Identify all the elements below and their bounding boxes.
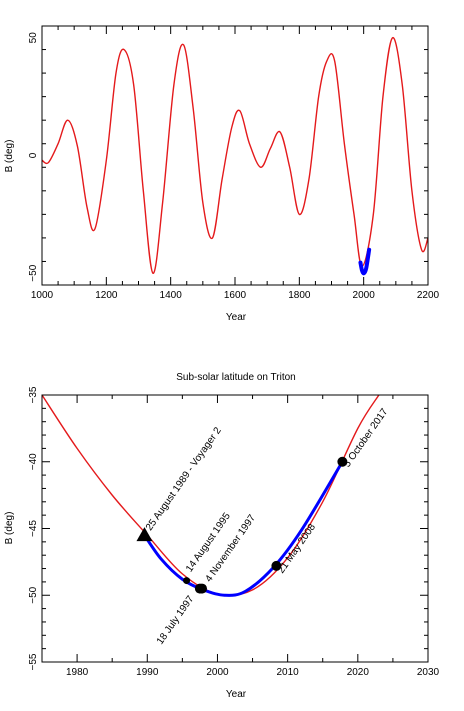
chart-bottom: Sub-solar latitude on Triton 1980 1990 200… [4,372,440,700]
chart-bottom-markers: 25 August 1989 - Voyager 214 August 1995… [136,406,391,647]
marker-label: 4 November 1997 [203,513,258,585]
bot-ytick-label: −35 [28,386,39,403]
marker-dot [271,560,282,571]
marker-label: 21 May 2008 [276,522,318,576]
top-series-0-line [42,37,428,274]
top-ytick-label: 0 [28,152,39,158]
marker-triangle [136,527,153,542]
top-ytick-label: −50 [28,264,39,281]
bot-xtick-label: 1980 [66,667,89,678]
top-xtick-label: 2000 [353,290,376,301]
top-xtick-label: 1200 [95,290,118,301]
chart-top-ylabel: B (deg) [4,140,15,173]
bot-xtick-label: 2000 [206,667,229,678]
bot-xtick-label: 2020 [347,667,370,678]
chart-top-y-axis: −50 0 50 [28,25,428,286]
top-xtick-label: 1600 [224,290,247,301]
top-xtick-label: 1800 [288,290,311,301]
chart-bottom-y-axis: −55 −50 −45 −40 −35 [28,386,428,670]
bot-series-0-line [42,395,380,597]
bot-xtick-label: 1990 [136,667,159,678]
chart-bottom-x-axis: 1980 1990 2000 2010 2020 2030 [41,395,440,678]
bot-ytick-label: −50 [28,586,39,603]
bot-ytick-label: −40 [28,453,39,470]
bot-series-1-line [142,460,344,597]
chart-top-x-axis: 1000 1200 1400 1600 1800 2000 2200 [31,26,440,301]
top-xtick-label: 1400 [160,290,183,301]
top-xtick-label: 1000 [31,290,54,301]
marker-label: 18 July 1997 [155,594,197,647]
top-xtick-label: 2200 [417,290,440,301]
chart-top-xlabel: Year [226,312,247,323]
chart-bottom-ylabel: B (deg) [4,512,15,545]
top-ytick-label: 50 [28,32,39,44]
chart-top-plot-area [42,37,428,276]
bot-ytick-label: −55 [28,653,39,670]
chart-bottom-plot-area [42,395,380,597]
bot-xtick-label: 2010 [277,667,300,678]
bot-ytick-label: −45 [28,520,39,537]
top-series-1-line [358,247,372,276]
marker-label: 5 October 2017 [342,406,391,469]
chart-bottom-title: Sub-solar latitude on Triton [176,372,296,383]
bot-xtick-label: 2030 [417,667,440,678]
chart-top: 1000 1200 1400 1600 1800 2000 2200 −50 0 50 Year… [4,25,440,323]
chart-bottom-xlabel: Year [226,689,247,700]
marker-dot [337,456,348,467]
marker-dot [183,577,191,585]
marker-dot [197,583,208,594]
chart-top-frame [41,25,429,286]
marker-label: 25 August 1989 - Voyager 2 [144,425,224,533]
